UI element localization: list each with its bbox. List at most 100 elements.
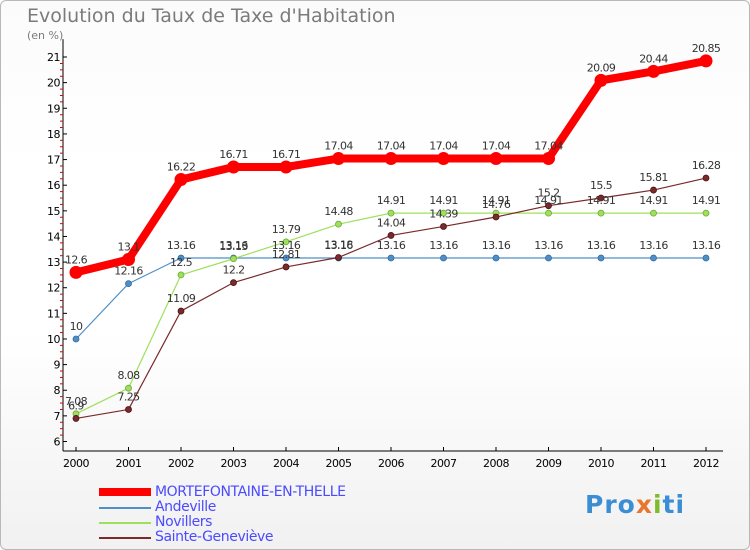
data-label-2: 8.08 (117, 369, 140, 382)
x-tick-label: 2006 (378, 457, 404, 470)
data-label-0: 12.6 (65, 253, 88, 266)
y-tick-label: 21 (47, 51, 60, 64)
data-point-0 (227, 160, 240, 174)
x-tick-label: 2010 (588, 457, 614, 470)
data-point-3 (177, 307, 185, 315)
legend-label: MORTEFONTAINE-EN-THELLE (155, 484, 346, 500)
data-label-2: 14.48 (324, 205, 353, 218)
data-label-2: 14.91 (482, 194, 511, 207)
data-label-0: 17.04 (324, 140, 353, 153)
data-label-1: 13.16 (639, 239, 668, 252)
data-point-1 (387, 254, 395, 262)
x-tick-label: 2009 (536, 457, 562, 470)
data-point-0 (174, 173, 188, 187)
data-label-1: 13.16 (219, 239, 248, 252)
data-point-2 (230, 255, 237, 263)
y-tick-label: 8 (54, 384, 61, 397)
data-label-0: 16.71 (219, 148, 248, 161)
data-point-1 (440, 254, 447, 262)
data-label-1: 13.16 (429, 239, 458, 252)
data-label-0: 17.04 (534, 140, 563, 153)
data-point-0 (699, 54, 713, 68)
data-point-3 (440, 223, 447, 230)
data-point-0 (332, 152, 345, 166)
data-point-2 (650, 209, 657, 217)
y-tick-label: 6 (54, 436, 61, 449)
data-label-2: 14.91 (534, 194, 563, 207)
data-point-2 (702, 209, 710, 217)
y-tick-label: 15 (47, 205, 60, 218)
data-point-0 (647, 64, 660, 78)
data-point-3 (230, 279, 237, 286)
data-label-0: 16.22 (167, 161, 196, 174)
proxiti-logo: Proxiti (585, 490, 686, 519)
legend-label: Novillers (155, 514, 213, 530)
data-label-2: 13.79 (272, 223, 301, 236)
x-tick-label: 2001 (116, 457, 142, 470)
data-label-2: 12.5 (170, 256, 193, 269)
y-tick-label: 20 (47, 77, 60, 90)
data-label-0: 17.04 (482, 140, 511, 153)
data-label-1: 13.16 (692, 239, 721, 252)
data-point-0 (279, 160, 293, 174)
data-label-3: 15.5 (590, 179, 613, 192)
data-point-3 (597, 194, 605, 202)
y-tick-label: 9 (54, 359, 61, 372)
data-point-1 (177, 254, 185, 262)
data-point-0 (69, 265, 83, 279)
data-label-3: 15.2 (537, 187, 559, 200)
data-label-1: 13.16 (482, 239, 511, 252)
x-tick-label: 2007 (431, 457, 457, 470)
data-label-0: 20.09 (587, 61, 616, 74)
data-label-3: 14.04 (377, 216, 406, 229)
data-point-1 (702, 254, 710, 262)
chart-title: Evolution du Taux de Taxe d'Habitation (27, 5, 396, 27)
data-point-3 (72, 415, 80, 422)
data-label-2: 14.91 (692, 194, 721, 207)
data-point-3 (492, 213, 500, 221)
y-tick-label: 17 (47, 154, 60, 167)
data-point-1 (545, 254, 552, 262)
data-point-0 (594, 73, 608, 87)
data-label-2: 7.08 (65, 395, 88, 408)
legend-swatch (99, 507, 151, 509)
data-point-0 (384, 152, 398, 166)
data-point-1 (492, 254, 500, 262)
data-label-1: 13.16 (587, 239, 616, 252)
data-point-1 (125, 280, 132, 288)
data-label-2: 14.91 (639, 194, 668, 207)
data-label-1: 10 (70, 320, 83, 333)
data-point-3 (282, 263, 290, 271)
data-label-0: 13.1 (117, 241, 139, 254)
data-label-1: 13.16 (377, 239, 406, 252)
data-label-0: 16.71 (272, 148, 301, 161)
y-tick-label: 16 (47, 179, 60, 192)
x-tick-label: 2008 (483, 457, 509, 470)
x-tick-label: 2011 (641, 457, 667, 470)
data-point-2 (177, 271, 185, 279)
y-tick-label: 12 (47, 282, 60, 295)
y-tick-label: 19 (47, 102, 60, 115)
data-label-3: 7.25 (117, 390, 140, 403)
data-point-0 (437, 152, 450, 166)
data-point-3 (387, 232, 395, 239)
data-label-0: 17.04 (429, 140, 458, 153)
data-label-2: 14.91 (587, 194, 616, 207)
data-label-2: 13.13 (219, 240, 248, 253)
data-point-0 (489, 152, 503, 166)
data-point-2 (282, 238, 290, 246)
data-label-1: 13.16 (167, 239, 196, 252)
y-tick-label: 11 (47, 307, 60, 320)
data-label-1: 13.16 (272, 239, 301, 252)
y-tick-label: 7 (54, 410, 61, 423)
legend-swatch (99, 488, 151, 496)
x-tick-label: 2004 (273, 457, 299, 470)
data-point-3 (545, 202, 552, 210)
y-tick-label: 18 (47, 128, 60, 141)
data-label-3: 14.76 (482, 198, 511, 211)
data-label-1: 13.16 (324, 239, 353, 252)
data-point-2 (125, 384, 132, 392)
data-label-2: 14.91 (429, 194, 458, 207)
data-label-3: 12.2 (222, 264, 244, 277)
